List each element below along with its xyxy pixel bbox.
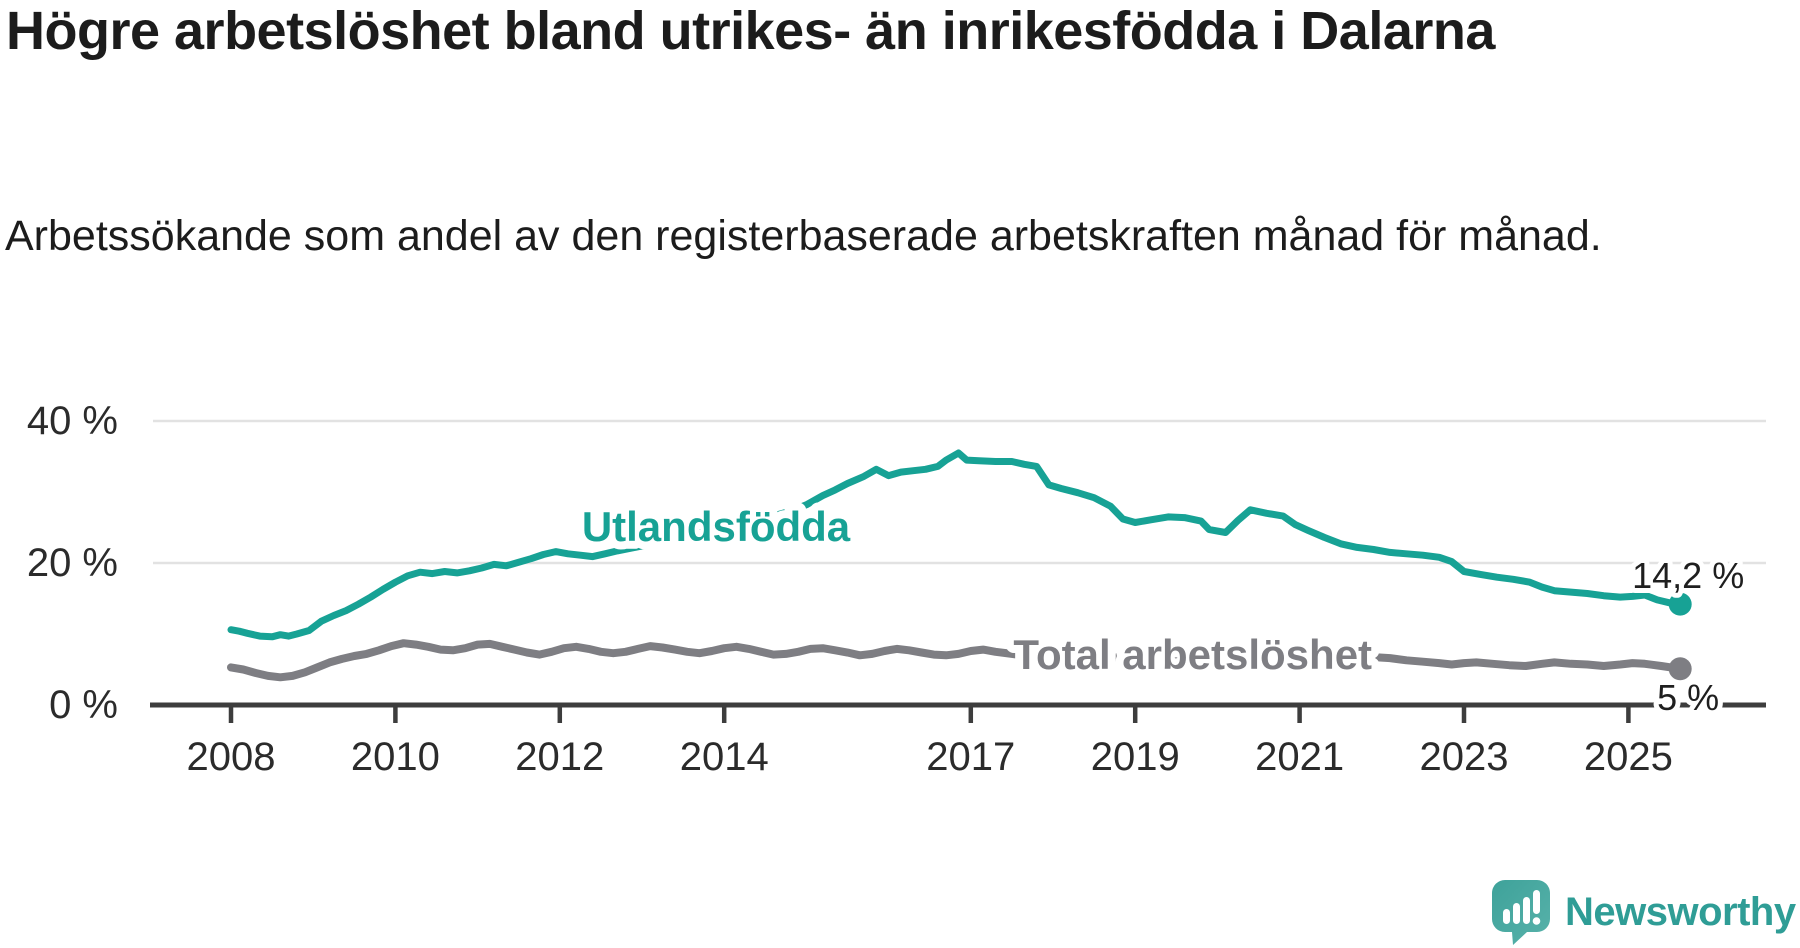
- end-value-label-total: 5 %: [1657, 677, 1719, 718]
- x-tick-label-2023: 2023: [1420, 735, 1509, 779]
- series-label-total: Total arbetslöshet: [1013, 631, 1372, 678]
- x-tick-label-2012: 2012: [515, 735, 604, 779]
- x-tick-label-2008: 2008: [187, 735, 276, 779]
- newsworthy-logo-icon: [1492, 880, 1550, 945]
- x-tick-label-2025: 2025: [1584, 735, 1673, 779]
- brand-footer: Newsworthy: [1490, 878, 1796, 946]
- page-title: Högre arbetslöshet bland utrikes- än inr…: [6, 1, 1495, 61]
- logo-exclamation: [1532, 890, 1541, 925]
- end-value-label-utlandsfodda: 14,2 %: [1632, 555, 1744, 596]
- series-label-utlandsfodda: Utlandsfödda: [582, 503, 851, 550]
- x-tick-label-2017: 2017: [926, 735, 1015, 779]
- logo-speech-bubble: [1492, 880, 1550, 945]
- x-tick-label-2019: 2019: [1091, 735, 1180, 779]
- page-subtitle: Arbetssökande som andel av den registerb…: [5, 212, 1602, 260]
- series-line-utlandsfodda: [227, 449, 1684, 641]
- series-end-dot-utlandsfodda: [1668, 592, 1692, 616]
- x-tick-label-2014: 2014: [680, 735, 769, 779]
- series-end-dot-total: [1668, 657, 1692, 681]
- brand-name: Newsworthy: [1565, 889, 1796, 934]
- x-tick-label-2021: 2021: [1255, 735, 1344, 779]
- y-tick-label-0: 0 %: [49, 683, 118, 727]
- logo-bar-chart: [1503, 897, 1530, 924]
- y-tick-label-20: 20 %: [27, 541, 118, 585]
- series-line-total: [227, 639, 1685, 682]
- y-tick-label-40: 40 %: [27, 399, 118, 443]
- x-tick-label-2010: 2010: [351, 735, 440, 779]
